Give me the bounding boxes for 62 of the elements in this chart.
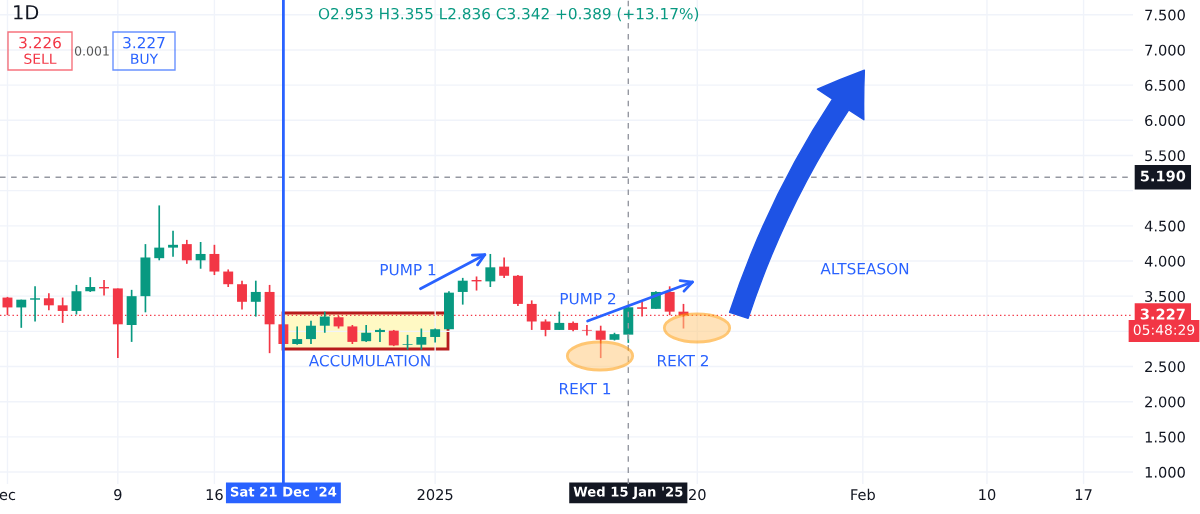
candlestick bbox=[664, 285, 675, 316]
x-tick-label: 17 bbox=[1075, 489, 1092, 500]
candlestick bbox=[168, 229, 178, 258]
annotation: PUMP 2 bbox=[560, 292, 616, 305]
y-tick-label: 3.500 bbox=[1145, 290, 1185, 302]
candlestick bbox=[154, 204, 165, 262]
chart-subtitle: O2.953 H3.355 L2.836 C3.342 +0.389 (+13.17%) bbox=[318, 7, 699, 22]
candlestick bbox=[209, 243, 220, 276]
annotation: 3.226 bbox=[19, 36, 61, 49]
x-tick-label: 16 bbox=[206, 489, 223, 501]
annotation: 0.001 bbox=[74, 46, 109, 56]
candlestick bbox=[250, 279, 261, 318]
annotation: BUY bbox=[131, 53, 159, 65]
y-tick-label: 5.500 bbox=[1145, 150, 1185, 162]
y-tick-label: 2.000 bbox=[1145, 396, 1185, 408]
candlestick bbox=[30, 285, 41, 323]
candlestick bbox=[292, 325, 303, 346]
annotation: SELL bbox=[24, 53, 57, 65]
candlestick bbox=[319, 310, 330, 334]
ref-line-label: 5.190 bbox=[1140, 170, 1186, 182]
candlestick bbox=[237, 279, 247, 311]
annotation: REKT 1 bbox=[559, 383, 611, 395]
ref-line-label: 3.227 bbox=[1140, 308, 1185, 320]
annotation: ALTSEASON bbox=[820, 262, 909, 275]
candlestick bbox=[16, 298, 27, 329]
annotation: REKT 2 bbox=[657, 354, 708, 367]
candlestick bbox=[554, 310, 565, 331]
x-tick-label: Feb bbox=[851, 488, 875, 501]
x-tick-label: 20 bbox=[689, 489, 706, 501]
y-tick-label: 6.000 bbox=[1145, 115, 1185, 127]
ref-line-label: Sat 21 Dec '24 bbox=[230, 486, 337, 497]
x-tick-label: 9 bbox=[114, 489, 122, 501]
candlestick bbox=[595, 324, 606, 359]
y-tick-label: 2.500 bbox=[1145, 361, 1185, 373]
candlestick bbox=[499, 256, 510, 279]
chart-title: 1D bbox=[14, 5, 39, 20]
y-tick-label: 7.000 bbox=[1145, 44, 1185, 56]
x-tick-label: ec bbox=[0, 491, 16, 501]
candlestick bbox=[375, 327, 385, 343]
candlestick bbox=[181, 239, 192, 265]
candlestick bbox=[71, 284, 82, 316]
annotation: ACCUMULATION bbox=[308, 354, 430, 367]
text: 05:48:29 bbox=[1133, 324, 1195, 336]
y-tick-label: 4.500 bbox=[1144, 220, 1185, 232]
candlestick bbox=[347, 324, 358, 345]
candlestick bbox=[485, 253, 496, 288]
x-tick-label: 10 bbox=[979, 489, 996, 501]
y-tick-label: 1.000 bbox=[1145, 466, 1185, 478]
annotation: 3.227 bbox=[123, 36, 165, 49]
y-tick-label: 1.500 bbox=[1145, 431, 1185, 443]
x-tick-label: 2025 bbox=[417, 489, 453, 501]
candlestick bbox=[195, 241, 206, 270]
candlestick bbox=[637, 300, 648, 318]
ref-line-label: Wed 15 Jan '25 bbox=[573, 486, 683, 500]
candlestick bbox=[306, 319, 316, 345]
candlestick bbox=[581, 324, 592, 337]
candlestick bbox=[416, 327, 427, 351]
y-tick-label: 7.500 bbox=[1145, 9, 1185, 21]
y-tick-label: 4.000 bbox=[1144, 255, 1185, 267]
annotation: PUMP 1 bbox=[380, 264, 436, 276]
candlestick bbox=[457, 277, 468, 306]
y-tick-label: 6.500 bbox=[1145, 79, 1185, 91]
